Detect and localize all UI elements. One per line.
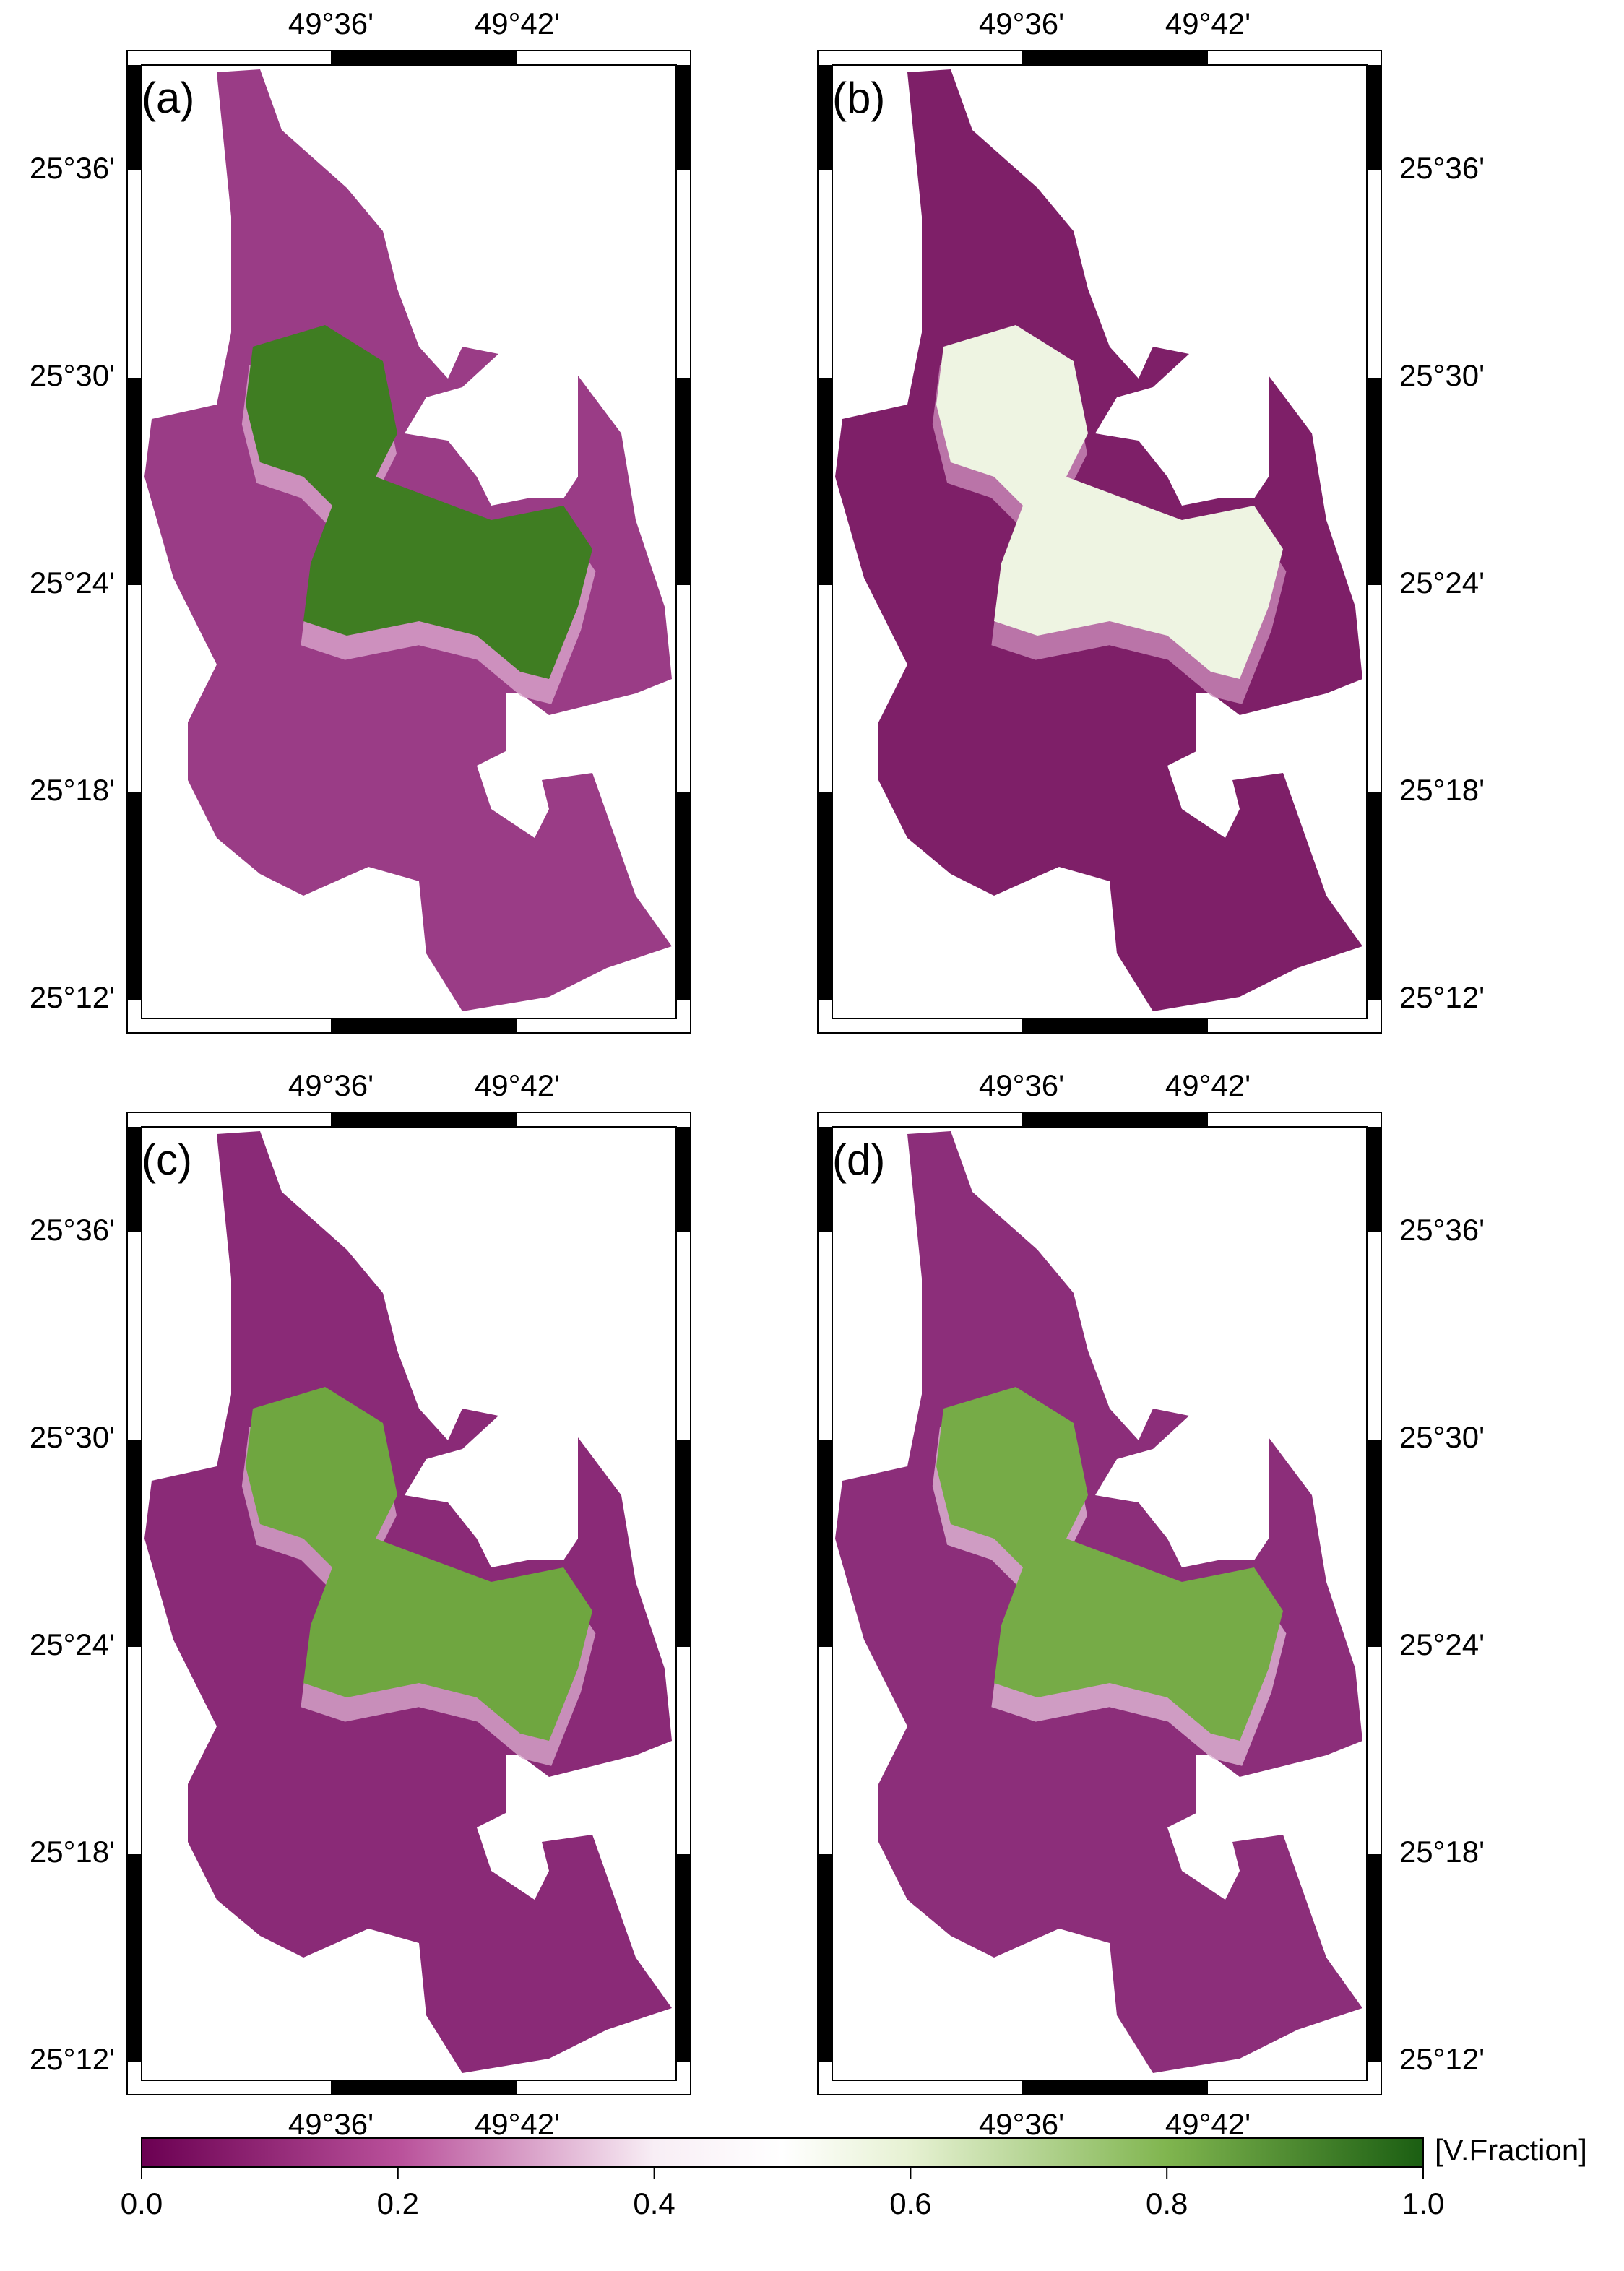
panel-label: (a) (142, 74, 194, 122)
latitude-label: 25°24' (30, 566, 115, 600)
frame-bar (331, 1112, 517, 1127)
latitude-label: 25°12' (30, 980, 115, 1014)
colorbar-tick-label: 0.6 (889, 2186, 931, 2220)
frame-bar (818, 792, 832, 1000)
latitude-label: 25°30' (1399, 1420, 1485, 1454)
colorbar-tick-label: 0.4 (633, 2186, 675, 2220)
frame-bar (818, 378, 832, 585)
frame-bar (1022, 51, 1208, 65)
latitude-label: 25°24' (30, 1627, 115, 1661)
latitude-label: 25°36' (30, 151, 115, 185)
latitude-label: 25°12' (30, 2042, 115, 2076)
frame-bar (331, 51, 517, 65)
colorbar-tick-label: 1.0 (1402, 2186, 1444, 2220)
longitude-label: 49°42' (475, 2107, 560, 2141)
frame-bar (818, 1854, 832, 2062)
longitude-label: 49°42' (1165, 7, 1251, 40)
latitude-label: 25°30' (30, 1420, 115, 1454)
latitude-label: 25°18' (30, 773, 115, 807)
latitude-label: 25°36' (1399, 1213, 1485, 1247)
frame-bar (818, 1127, 832, 1232)
frame-bar (676, 1440, 691, 1647)
longitude-label: 49°36' (979, 1068, 1064, 1102)
colorbar-tick-label: 0.8 (1146, 2186, 1188, 2220)
latitude-label: 25°30' (30, 358, 115, 392)
longitude-label: 49°42' (1165, 2107, 1251, 2141)
frame-bar (818, 1440, 832, 1647)
frame-bar (676, 1127, 691, 1232)
frame-bar (127, 792, 142, 1000)
colorbar (141, 2137, 1424, 2168)
frame-bar (127, 378, 142, 585)
frame-bar (127, 1440, 142, 1647)
frame-bar (127, 1127, 142, 1232)
longitude-label: 49°36' (288, 7, 373, 40)
longitude-label: 49°42' (1165, 1068, 1251, 1102)
frame-bar (331, 1018, 517, 1033)
latitude-label: 25°24' (1399, 566, 1485, 600)
latitude-label: 25°24' (1399, 1627, 1485, 1661)
latitude-label: 25°12' (1399, 980, 1485, 1014)
latitude-label: 25°18' (30, 1835, 115, 1869)
frame-bar (1367, 1127, 1381, 1232)
frame-bar (1367, 1440, 1381, 1647)
latitude-label: 25°18' (1399, 773, 1485, 807)
latitude-label: 25°36' (30, 1213, 115, 1247)
colorbar-tick-label: 0.2 (377, 2186, 419, 2220)
longitude-label: 49°36' (288, 2107, 373, 2141)
frame-bar (676, 65, 691, 170)
frame-bar (1367, 1854, 1381, 2062)
frame-bar (1367, 65, 1381, 170)
frame-bar (818, 65, 832, 170)
longitude-label: 49°42' (475, 1068, 560, 1102)
panel-label: (b) (832, 74, 885, 122)
latitude-label: 25°12' (1399, 2042, 1485, 2076)
longitude-label: 49°36' (288, 1068, 373, 1102)
colorbar-unit: [V.Fraction] (1435, 2133, 1587, 2167)
frame-bar (676, 792, 691, 1000)
latitude-label: 25°36' (1399, 151, 1485, 185)
panel-label: (d) (832, 1136, 885, 1184)
latitude-label: 25°30' (1399, 358, 1485, 392)
frame-bar (676, 378, 691, 585)
frame-bar (331, 2080, 517, 2095)
panel-label: (c) (142, 1136, 192, 1184)
frame-bar (127, 1854, 142, 2062)
longitude-label: 49°42' (475, 7, 560, 40)
frame-bar (127, 65, 142, 170)
colorbar-tick-label: 0.0 (121, 2186, 163, 2220)
frame-bar (1022, 1112, 1208, 1127)
latitude-label: 25°18' (1399, 1835, 1485, 1869)
longitude-label: 49°36' (979, 7, 1064, 40)
frame-bar (1022, 2080, 1208, 2095)
longitude-label: 49°36' (979, 2107, 1064, 2141)
frame-bar (676, 1854, 691, 2062)
frame-bar (1367, 378, 1381, 585)
frame-bar (1367, 792, 1381, 1000)
frame-bar (1022, 1018, 1208, 1033)
